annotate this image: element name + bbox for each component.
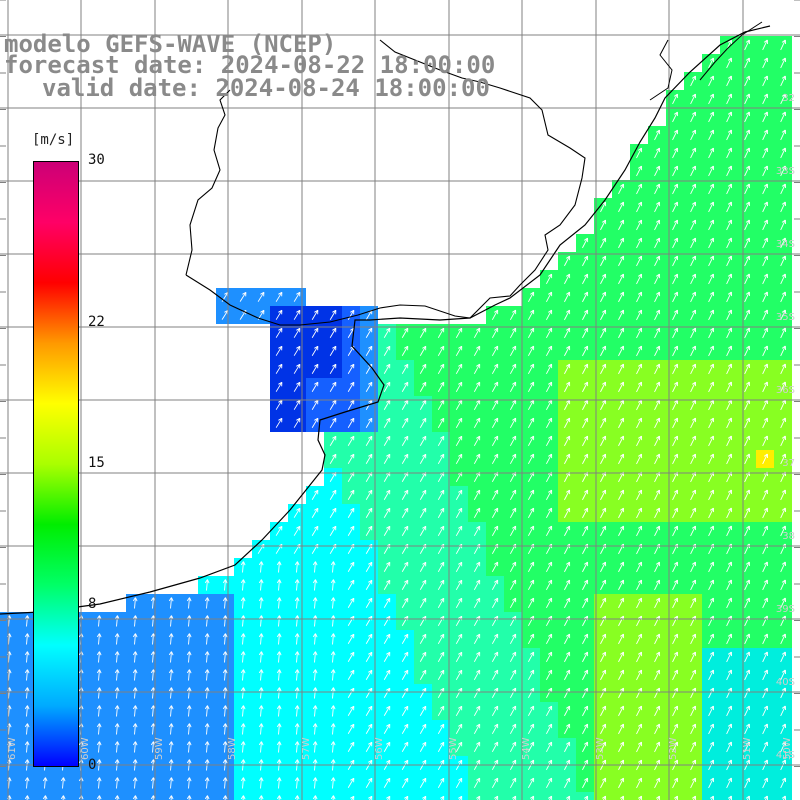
longitude-label: 51W [742, 737, 753, 760]
latitude-label: 32 [782, 93, 795, 104]
longitude-label: 58W [227, 737, 238, 760]
river-uruguay-path [186, 90, 230, 275]
longitude-label: 57W [301, 737, 312, 760]
wind-cell [504, 792, 522, 800]
longitude-label: 59W [154, 737, 165, 760]
wind-cell [576, 792, 594, 800]
longitude-label: 61W [7, 737, 18, 760]
longitude-label: 55W [448, 737, 459, 760]
colorbar [33, 161, 79, 767]
latitude-label: 39S [776, 604, 795, 615]
wind-cell [738, 792, 756, 800]
longitude-label: 53W [595, 737, 606, 760]
wind-cell [540, 792, 558, 800]
colorbar-tick-label: 8 [88, 596, 96, 612]
wind-cell [756, 792, 774, 800]
wind-cell [648, 792, 666, 800]
longitude-label: 52W [668, 737, 679, 760]
wind-cell [558, 792, 576, 800]
wind-cell [342, 792, 360, 800]
wind-cell [594, 792, 612, 800]
latitude-label: 36S [776, 385, 795, 396]
wind-speed-field [0, 36, 792, 800]
latitude-label: 35S [776, 312, 795, 323]
valid-date: valid date: 2024-08-24 18:00:00 [42, 76, 490, 100]
wind-cell [774, 792, 792, 800]
wind-cell [414, 792, 432, 800]
latitude-label: 37 [782, 458, 795, 469]
latitude-label: 40S [776, 677, 795, 688]
wind-cell [630, 792, 648, 800]
colorbar-tick-label: 15 [88, 455, 105, 471]
wind-cell [378, 792, 396, 800]
wind-cell [432, 792, 450, 800]
wind-cell [522, 792, 540, 800]
longitude-label: 56W [374, 737, 385, 760]
wind-cell [684, 792, 702, 800]
wind-cell [468, 792, 486, 800]
wind-cell [612, 792, 630, 800]
latitude-label: 34S [776, 239, 795, 250]
colorbar-tick-label: 0 [88, 757, 96, 773]
wind-cell [720, 792, 738, 800]
latitude-label: 33S [776, 166, 795, 177]
wind-cell [450, 792, 468, 800]
wind-cell [702, 792, 720, 800]
colorbar-tick-label: 30 [88, 152, 105, 168]
latitude-label: 38 [782, 531, 795, 542]
colorbar-unit: [m/s] [32, 132, 74, 148]
wind-cell [486, 792, 504, 800]
longitude-label: 54W [521, 737, 532, 760]
colorbar-tick-label: 22 [88, 314, 105, 330]
longitude-label: 50W [782, 737, 793, 760]
wind-cell [396, 792, 414, 800]
